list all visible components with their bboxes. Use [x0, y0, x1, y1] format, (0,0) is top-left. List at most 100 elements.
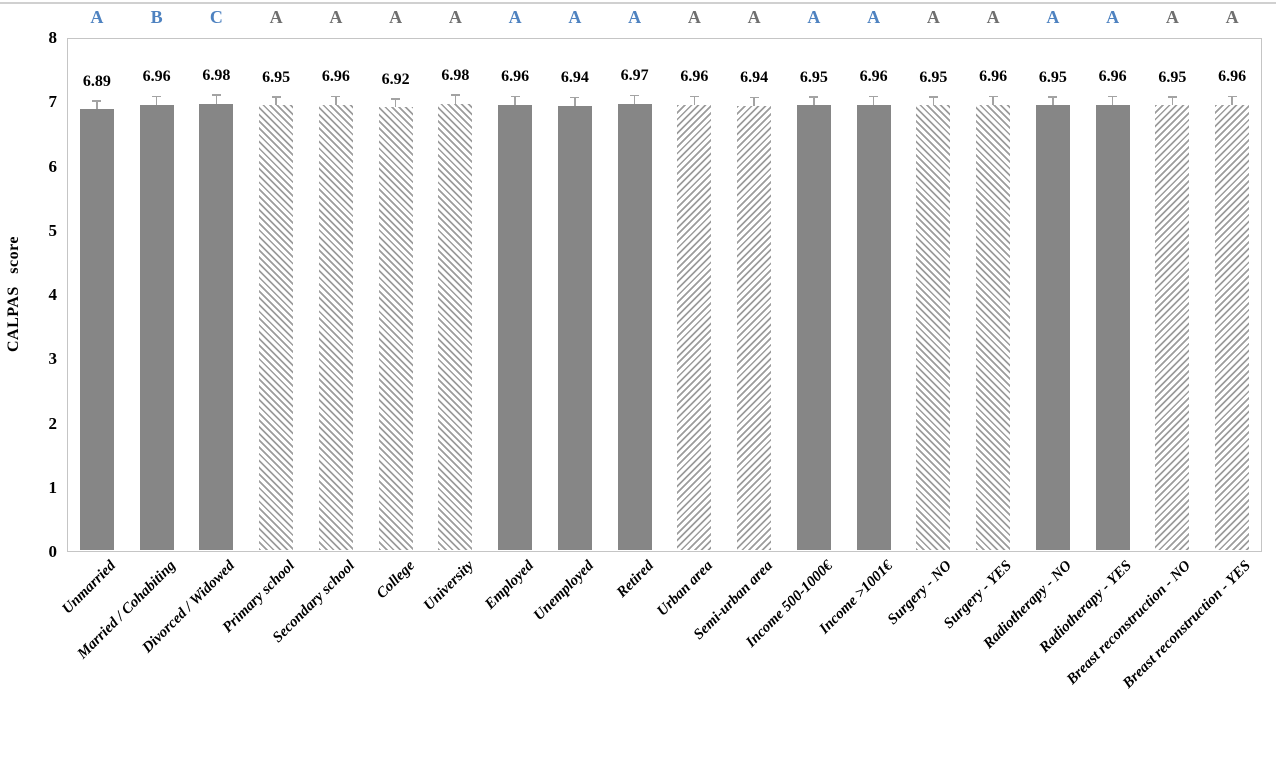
- bar-1: [79, 109, 114, 551]
- bar-6: [378, 107, 413, 551]
- bar-4: [259, 105, 294, 551]
- error-bar-cap: [1108, 95, 1118, 98]
- bar-20: [1215, 104, 1250, 551]
- bar-2: [139, 104, 174, 551]
- bar-value-label: 6.96: [680, 68, 709, 86]
- bar-value-label: 6.94: [740, 69, 769, 87]
- y-axis-title: CALPAS score: [5, 235, 22, 353]
- error-bar-cap: [211, 94, 221, 96]
- error-bar-line: [335, 97, 337, 105]
- error-bar-line: [813, 97, 815, 106]
- error-bar-line: [215, 95, 218, 104]
- error-bar-line: [574, 98, 576, 107]
- plot-area: [67, 38, 1262, 552]
- error-bar-line: [932, 97, 935, 106]
- bar-3: [199, 103, 234, 551]
- y-axis-tick-label: 1: [48, 477, 58, 497]
- significance-letter: A: [747, 7, 761, 27]
- error-bar-cap: [331, 95, 341, 98]
- bar-value-label: 6.98: [202, 66, 231, 84]
- y-axis-tick-label: 6: [48, 156, 58, 176]
- bar-value-label: 6.96: [501, 68, 530, 86]
- error-bar-cap: [809, 96, 819, 98]
- y-axis-tick-label: 2: [48, 413, 58, 433]
- significance-letter: A: [508, 7, 522, 27]
- bar-value-label: 6.98: [441, 66, 470, 84]
- error-bar-cap: [152, 95, 162, 98]
- top-border-line: [0, 2, 1276, 4]
- significance-letter: A: [1046, 7, 1060, 27]
- error-bar-line: [275, 97, 277, 106]
- bar-value-label: 6.96: [1098, 68, 1127, 86]
- error-bar-cap: [1167, 96, 1177, 98]
- bar-17: [1035, 105, 1070, 551]
- bar-value-label: 6.97: [620, 67, 649, 85]
- bar-value-label: 6.96: [321, 68, 350, 86]
- error-bar-cap: [869, 95, 879, 98]
- bar-value-label: 6.95: [919, 68, 948, 86]
- bar-value-label: 6.96: [979, 68, 1008, 86]
- error-bar-line: [992, 97, 994, 105]
- bar-12: [737, 106, 772, 551]
- bar-10: [617, 104, 652, 551]
- error-bar-cap: [988, 95, 998, 98]
- x-axis-label: Breast reconstruction - YES: [1120, 557, 1255, 692]
- error-bar-line: [96, 101, 98, 110]
- error-bar-line: [1171, 97, 1174, 106]
- error-bar-cap: [271, 96, 281, 98]
- bar-19: [1155, 105, 1190, 551]
- significance-letter: A: [90, 7, 104, 27]
- bar-value-label: 6.92: [381, 70, 410, 88]
- significance-letter: A: [1165, 7, 1179, 27]
- bar-13: [796, 105, 831, 551]
- significance-letter: A: [687, 7, 701, 27]
- significance-letter: C: [209, 7, 223, 27]
- bar-value-label: 6.94: [560, 69, 589, 87]
- bar-7: [438, 103, 473, 551]
- error-bar-line: [514, 97, 516, 105]
- bar-value-label: 6.96: [142, 68, 171, 86]
- bar-value-label: 6.89: [82, 72, 111, 90]
- error-bar-cap: [510, 95, 520, 98]
- y-axis-tick-label: 5: [48, 220, 58, 240]
- error-bar-line: [1231, 97, 1233, 105]
- error-bar-line: [633, 96, 636, 105]
- bar-value-label: 6.95: [262, 68, 291, 86]
- significance-letter: A: [1106, 7, 1120, 27]
- significance-letter: A: [389, 7, 403, 27]
- error-bar-cap: [1227, 95, 1237, 98]
- error-bar-cap: [749, 96, 759, 99]
- bar-15: [916, 105, 951, 551]
- bar-8: [498, 104, 533, 551]
- error-bar-line: [394, 99, 397, 108]
- bar-11: [677, 104, 712, 551]
- y-axis-tick-label: 8: [48, 28, 58, 47]
- error-bar-line: [1052, 97, 1054, 106]
- y-axis-tick-label: 3: [48, 349, 58, 369]
- error-bar-line: [872, 97, 875, 105]
- error-bar-cap: [450, 94, 460, 96]
- significance-letter: A: [448, 7, 462, 27]
- bar-value-label: 6.95: [1158, 68, 1187, 86]
- y-axis-tick-label: 4: [48, 285, 58, 304]
- bar-value-label: 6.95: [1038, 68, 1067, 86]
- error-bar-line: [155, 97, 158, 105]
- error-bar-line: [753, 98, 755, 107]
- significance-letter: A: [986, 7, 1000, 27]
- significance-letter: A: [867, 7, 881, 27]
- error-bar-line: [454, 95, 457, 104]
- bar-value-label: 6.96: [859, 68, 888, 86]
- error-bar-line: [693, 97, 696, 105]
- y-axis-tick-label: 0: [48, 542, 58, 561]
- significance-letter: B: [150, 7, 163, 27]
- significance-letter: A: [1225, 7, 1239, 27]
- bar-9: [557, 106, 592, 551]
- y-axis-tick-label: 7: [48, 92, 58, 112]
- significance-letter: A: [807, 7, 821, 27]
- error-bar-cap: [92, 100, 102, 102]
- significance-letter: A: [628, 7, 642, 27]
- error-bar-cap: [1048, 96, 1058, 98]
- error-bar-cap: [928, 96, 938, 98]
- significance-letter: A: [269, 7, 283, 27]
